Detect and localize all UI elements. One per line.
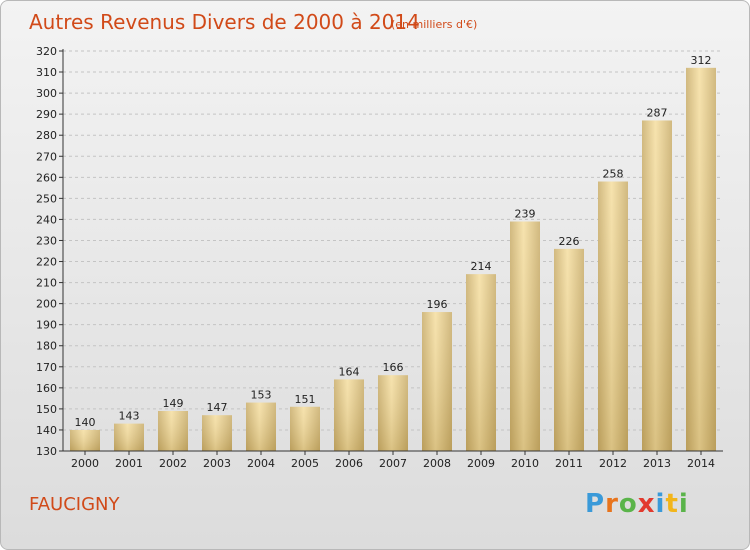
bar-value-label: 196 xyxy=(427,298,448,311)
y-tick-label: 220 xyxy=(36,256,57,269)
y-tick-label: 260 xyxy=(36,171,57,184)
y-axis: 130 140 150 160 170 180 190 200 210 220 230 240 250 2… xyxy=(36,45,64,458)
proxiti-logo: Proxiti xyxy=(585,489,689,519)
x-tick-label: 2005 xyxy=(291,457,319,470)
bar-shading xyxy=(334,379,364,451)
bar-value-label: 149 xyxy=(163,397,184,410)
y-tick-label: 320 xyxy=(36,45,57,58)
logo-letter: o xyxy=(618,489,638,519)
bar-value-label: 140 xyxy=(75,416,96,429)
logo-letter: P xyxy=(585,489,606,519)
bar-value-label: 143 xyxy=(119,410,140,423)
logo-letter: r xyxy=(605,489,619,519)
bar-value-label: 239 xyxy=(515,208,536,221)
y-tick-label: 250 xyxy=(36,192,57,205)
y-tick-label: 150 xyxy=(36,403,57,416)
bar-value-label: 214 xyxy=(471,260,492,273)
x-axis: 2000 2001 2002 2003 2004 2005 2006 2007 2008 2009… xyxy=(63,450,723,470)
x-tick-label: 2012 xyxy=(599,457,627,470)
bar-shading xyxy=(290,406,320,451)
y-tick-label: 230 xyxy=(36,234,57,247)
x-tick-label: 2011 xyxy=(555,457,583,470)
bars: 140 143 149 147 153 151 164 166 196 214 239 226 258 2… xyxy=(70,54,716,452)
x-tick-label: 2004 xyxy=(247,457,275,470)
y-tick-label: 290 xyxy=(36,108,57,121)
x-tick-label: 2002 xyxy=(159,457,187,470)
bar-value-label: 166 xyxy=(383,361,404,374)
logo-letter: t xyxy=(665,489,679,519)
y-tick-label: 300 xyxy=(36,87,57,100)
bar-shading xyxy=(378,375,408,451)
x-tick-label: 2003 xyxy=(203,457,231,470)
bar-value-label: 164 xyxy=(339,365,360,378)
y-tick-label: 200 xyxy=(36,298,57,311)
y-tick-label: 170 xyxy=(36,361,57,374)
logo-letter: x xyxy=(637,489,656,519)
bar-value-label: 226 xyxy=(559,235,580,248)
bar-shading xyxy=(554,248,584,451)
bar-shading xyxy=(246,402,276,451)
logo-letter: i xyxy=(678,489,689,519)
y-tick-label: 180 xyxy=(36,340,57,353)
x-tick-label: 2000 xyxy=(71,457,99,470)
y-tick-label: 140 xyxy=(36,424,57,437)
logo-letter: i xyxy=(655,489,666,519)
x-tick-label: 2001 xyxy=(115,457,143,470)
bar-value-label: 287 xyxy=(647,106,668,119)
bar-shading xyxy=(598,181,628,452)
y-tick-label: 280 xyxy=(36,129,57,142)
bar-shading xyxy=(422,312,452,451)
bar-shading xyxy=(642,120,672,451)
x-tick-label: 2006 xyxy=(335,457,363,470)
y-tick-label: 270 xyxy=(36,150,57,163)
x-tick-label: 2013 xyxy=(643,457,671,470)
bar-shading xyxy=(70,429,100,451)
y-tick-label: 240 xyxy=(36,213,57,226)
x-tick-label: 2010 xyxy=(511,457,539,470)
bar-value-label: 258 xyxy=(603,168,624,181)
bar-shading xyxy=(202,415,232,451)
bar-shading xyxy=(114,423,144,451)
x-tick-label: 2014 xyxy=(687,457,715,470)
x-tick-label: 2008 xyxy=(423,457,451,470)
y-tick-label: 190 xyxy=(36,319,57,332)
bar-value-label: 153 xyxy=(251,389,272,402)
bar-value-label: 312 xyxy=(691,54,712,67)
bar-value-label: 147 xyxy=(207,401,228,414)
bar-shading xyxy=(686,67,716,451)
bar-shading xyxy=(510,221,540,451)
region-name: FAUCIGNY xyxy=(29,494,120,515)
bar-shading xyxy=(466,274,496,451)
y-tick-label: 160 xyxy=(36,382,57,395)
bar-value-label: 151 xyxy=(295,393,316,406)
y-tick-label: 310 xyxy=(36,66,57,79)
y-tick-label: 210 xyxy=(36,277,57,290)
x-tick-label: 2009 xyxy=(467,457,495,470)
bar-shading xyxy=(158,411,188,451)
x-tick-label: 2007 xyxy=(379,457,407,470)
chart-title: Autres Revenus Divers de 2000 à 2014 xyxy=(29,10,420,34)
y-tick-label: 130 xyxy=(36,445,57,458)
chart-unit-note: (en milliers d'€) xyxy=(391,18,478,31)
